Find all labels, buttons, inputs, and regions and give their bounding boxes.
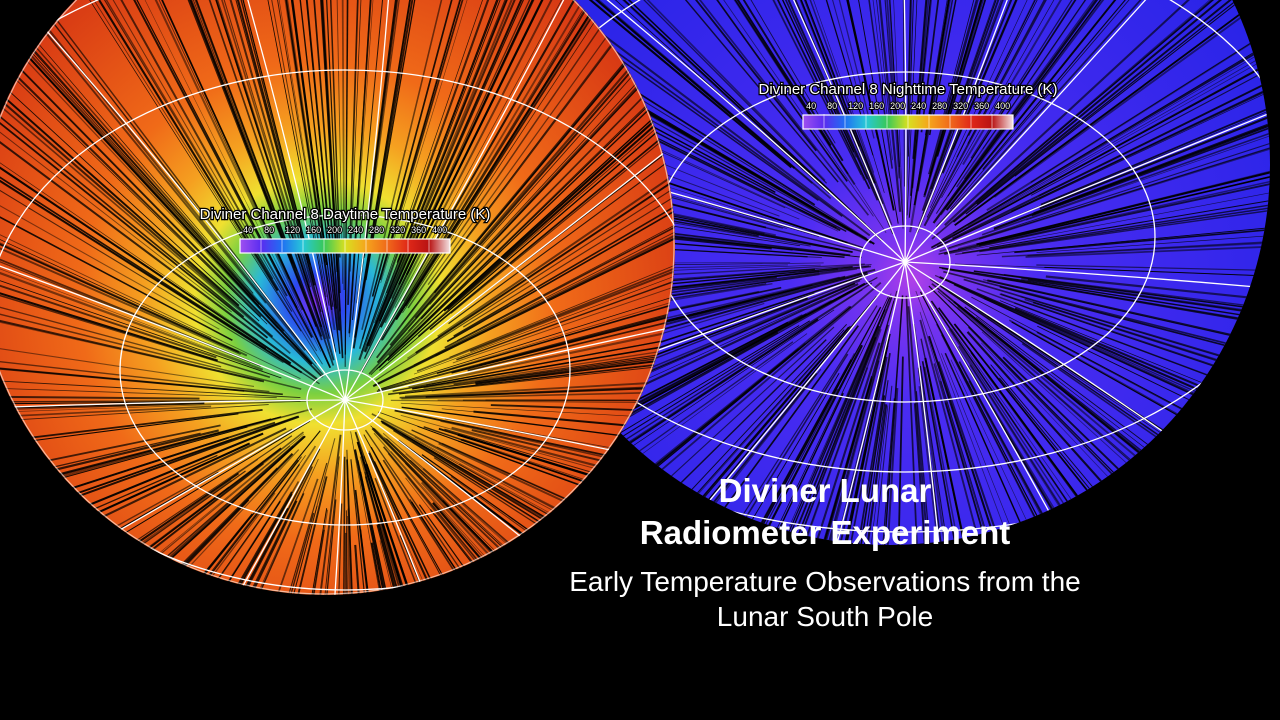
- colorbar-tick-label: 320: [390, 225, 405, 235]
- colorbar-tick-label: 120: [848, 101, 863, 111]
- main-title-line-2: Radiometer Experiment: [525, 512, 1125, 554]
- colorbar-tick-label: 200: [327, 225, 342, 235]
- title-block: Diviner Lunar Radiometer Experiment Earl…: [525, 470, 1125, 634]
- subtitle-line-1: Early Temperature Observations from the: [525, 564, 1125, 599]
- daytime-colorbar-title: Diviner Channel 8 Daytime Temperature (K…: [200, 206, 491, 223]
- colorbar-tick-label: 80: [264, 225, 274, 235]
- colorbar-tick-label: 280: [932, 101, 947, 111]
- colorbar-tick-label: 160: [869, 101, 884, 111]
- main-title-line-1: Diviner Lunar: [525, 470, 1125, 512]
- colorbar-tick-label: 120: [285, 225, 300, 235]
- colorbar-tick-label: 160: [306, 225, 321, 235]
- colorbar-tick-label: 240: [348, 225, 363, 235]
- colorbar-tick-label: 360: [974, 101, 989, 111]
- colorbar-tick-label: 280: [369, 225, 384, 235]
- colorbar-tick-label: 200: [890, 101, 905, 111]
- colorbar-tick-label: 320: [953, 101, 968, 111]
- colorbar-tick-label: 40: [806, 101, 816, 111]
- colorbar-tick-label: 240: [911, 101, 926, 111]
- colorbar-tick-label: 360: [411, 225, 426, 235]
- colorbar-tick-label: 400: [432, 225, 447, 235]
- nighttime-colorbar-title: Diviner Channel 8 Nighttime Temperature …: [758, 81, 1057, 98]
- subtitle-line-2: Lunar South Pole: [525, 599, 1125, 634]
- colorbar-tick-label: 40: [243, 225, 253, 235]
- colorbar-tick-label: 80: [827, 101, 837, 111]
- colorbar-tick-label: 400: [995, 101, 1010, 111]
